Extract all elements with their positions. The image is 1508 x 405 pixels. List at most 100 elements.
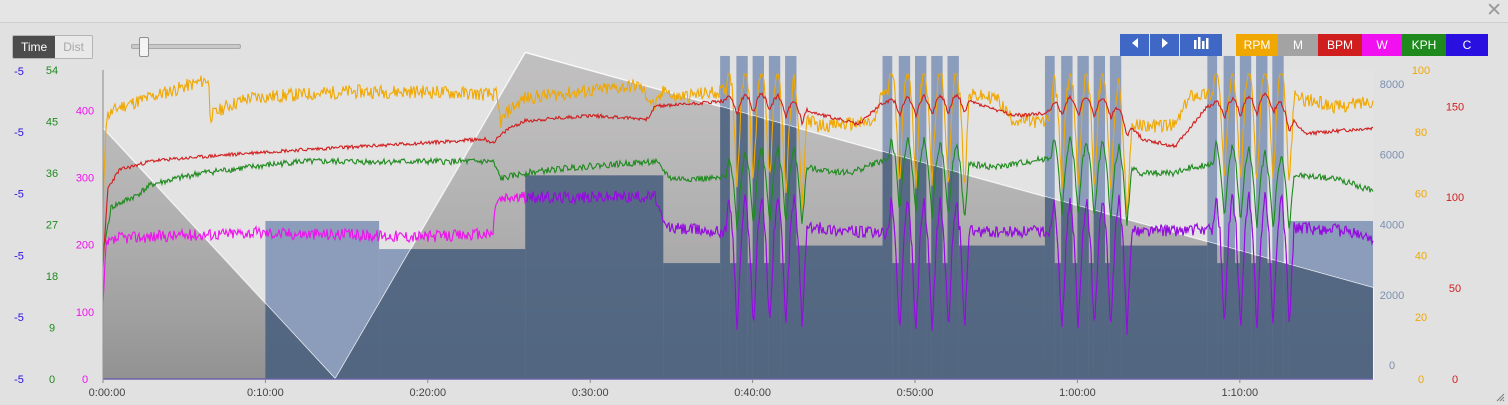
- interval-overlap: [663, 263, 721, 379]
- next-button[interactable]: [1150, 34, 1179, 56]
- interval-overlap: [1054, 263, 1062, 379]
- interval-overlap: [892, 263, 899, 379]
- interval-overlap: [720, 55, 730, 380]
- window-titlebar: ✕: [0, 0, 1508, 23]
- temperature-tick-label: -5: [14, 66, 24, 78]
- interval-overlap: [1093, 55, 1106, 380]
- interval-block: [1223, 55, 1235, 380]
- series-button-rpm[interactable]: RPM: [1236, 34, 1278, 56]
- time-dist-toggle: Time Dist: [12, 35, 93, 59]
- dist-button[interactable]: Dist: [55, 36, 92, 58]
- interval-overlap: [910, 263, 916, 379]
- power-tick-label: 300: [76, 172, 94, 184]
- x-tick-label: 1:10:00: [1221, 387, 1258, 399]
- altitude-tick-label: 2000: [1380, 290, 1404, 302]
- interval-overlap: [882, 55, 893, 380]
- interval-block: [1272, 55, 1284, 380]
- power-tick-label: 0: [82, 374, 88, 386]
- heart-rate-tick-label: 50: [1449, 283, 1461, 295]
- interval-overlap: [1217, 263, 1224, 379]
- interval-overlap: [525, 175, 664, 379]
- speed-tick-label: 18: [46, 271, 58, 283]
- interval-overlap: [931, 55, 943, 380]
- x-tick-label: 1:00:00: [1059, 387, 1096, 399]
- speed-tick-label: 45: [46, 117, 58, 129]
- interval-overlap: [1283, 263, 1289, 379]
- speed-tick-label: 36: [46, 168, 58, 180]
- series-button-w[interactable]: W: [1362, 34, 1402, 56]
- interval-overlap: [898, 55, 911, 380]
- interval-overlap: [947, 55, 959, 380]
- interval-block: [1256, 55, 1268, 380]
- interval-overlap: [379, 249, 526, 379]
- speed-tick-label: 54: [46, 65, 58, 77]
- interval-overlap: [942, 263, 948, 379]
- interval-overlap: [958, 245, 1045, 379]
- interval-overlap: [768, 55, 781, 380]
- temperature-tick-label: -5: [14, 312, 24, 324]
- slider-thumb[interactable]: [139, 37, 149, 57]
- interval-overlap: [785, 55, 797, 380]
- interval-overlap: [1088, 263, 1094, 379]
- speed-tick-label: 9: [49, 323, 55, 335]
- cadence-tick-label: 80: [1415, 127, 1427, 139]
- interval-block: [1207, 55, 1218, 380]
- speed-tick-label: 0: [49, 374, 55, 386]
- altitude-tick-label: 0: [1389, 360, 1395, 372]
- interval-overlap: [1061, 55, 1073, 380]
- time-button[interactable]: Time: [13, 36, 56, 58]
- heart-rate-tick-label: 100: [1446, 192, 1464, 204]
- chart-view-button[interactable]: [1180, 34, 1222, 56]
- triangle-right-icon: [1161, 38, 1168, 48]
- x-tick-label: 0:00:00: [89, 387, 126, 399]
- temperature-tick-label: -5: [14, 250, 24, 262]
- power-tick-label: 100: [76, 307, 94, 319]
- temperature-tick-label: -5: [14, 189, 24, 201]
- cadence-tick-label: 100: [1412, 65, 1430, 77]
- altitude-tick-label: 4000: [1380, 220, 1404, 232]
- interval-overlap: [1044, 55, 1055, 380]
- interval-overlap: [1267, 263, 1273, 379]
- interval-overlap: [1072, 263, 1078, 379]
- previous-button[interactable]: [1120, 34, 1149, 56]
- temperature-tick-label: -5: [14, 374, 24, 386]
- interval-overlap: [915, 55, 927, 380]
- x-tick-label: 0:20:00: [409, 387, 446, 399]
- navigation-buttons: [1120, 34, 1222, 56]
- series-line-bpm: [102, 92, 1374, 268]
- interval-overlap: [780, 263, 786, 379]
- temperature-tick-label: -5: [14, 127, 24, 139]
- interval-overlap: [926, 263, 932, 379]
- interval-overlap: [1251, 263, 1257, 379]
- cadence-tick-label: 20: [1415, 312, 1427, 324]
- power-tick-label: 400: [76, 105, 94, 117]
- heart-rate-tick-label: 150: [1446, 101, 1464, 113]
- series-line-rpm: [102, 73, 1374, 215]
- interval-overlap: [1121, 245, 1208, 379]
- x-tick-label: 0:30:00: [572, 387, 609, 399]
- series-button-c[interactable]: C: [1446, 34, 1488, 56]
- series-toggle-buttons: RPM M BPM W KPH C: [1236, 34, 1488, 56]
- interval-overlap: [1105, 263, 1110, 379]
- heart-rate-tick-label: 0: [1452, 374, 1458, 386]
- altitude-tick-label: 6000: [1380, 149, 1404, 161]
- interval-overlap: [747, 263, 753, 379]
- x-tick-label: 0:10:00: [247, 387, 284, 399]
- power-tick-label: 200: [76, 240, 94, 252]
- cadence-tick-label: 0: [1418, 374, 1424, 386]
- series-button-m[interactable]: M: [1278, 34, 1318, 56]
- zoom-slider[interactable]: [131, 37, 241, 57]
- cadence-tick-label: 60: [1415, 189, 1427, 201]
- x-tick-label: 0:40:00: [734, 387, 771, 399]
- series-line-kph: [102, 136, 1374, 251]
- bar-chart-icon: [1194, 37, 1209, 49]
- interval-overlap: [729, 263, 737, 379]
- close-x-icon[interactable]: ✕: [1486, 0, 1502, 21]
- resize-grip-icon[interactable]: [1495, 392, 1505, 402]
- altitude-tick-label: 8000: [1380, 79, 1404, 91]
- interval-overlap: [1109, 55, 1122, 380]
- series-button-kph[interactable]: KPH: [1402, 34, 1446, 56]
- interval-overlap: [736, 55, 748, 380]
- series-line-w-shaded: [525, 189, 1374, 335]
- series-button-bpm[interactable]: BPM: [1318, 34, 1362, 56]
